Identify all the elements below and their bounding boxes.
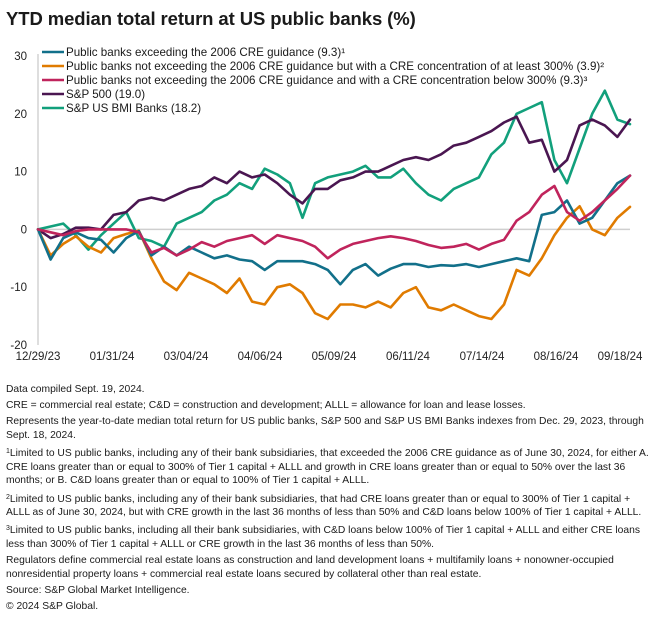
- series-line-3: [36, 174, 632, 260]
- series-line-2: [36, 205, 632, 321]
- footnote-2: 2Limited to US public banks, including a…: [6, 491, 656, 520]
- x-tick-label: 08/16/24: [534, 351, 579, 363]
- legend-label: Public banks exceeding the 2006 CRE guid…: [66, 46, 345, 59]
- legend-label: S&P US BMI Banks (18.2): [66, 102, 201, 115]
- footnote-1: 1Limited to US public banks, including a…: [6, 445, 656, 488]
- footnote-2-mark: 2: [6, 493, 10, 501]
- note-abbreviations: CRE = commercial real estate; C&D = cons…: [6, 400, 526, 412]
- y-tick-label: 10: [14, 167, 27, 179]
- x-tick-label: 09/18/24: [598, 351, 643, 363]
- footnote-1-mark: 1: [6, 448, 10, 456]
- y-tick-label: -20: [10, 340, 27, 352]
- x-tick-label: 04/06/24: [238, 351, 283, 363]
- x-axis: 12/29/23 01/31/24 03/04/24 04/06/24 05/09/24…: [16, 351, 643, 363]
- x-tick-label: 07/14/24: [460, 351, 505, 363]
- footnote-2-text: Limited to US public banks, including an…: [6, 493, 642, 519]
- footnote-3-text: Limited to US public banks, including al…: [6, 525, 640, 550]
- line-chart: 30 20 10 0 -10 -20 12/29/23 01/31/24 03/04/24 04…: [10, 46, 643, 363]
- chart-notes: Data compiled Sept. 19, 2024. CRE = comm…: [6, 383, 656, 616]
- series-line-5: [36, 89, 632, 251]
- x-tick-label: 05/09/24: [312, 351, 357, 363]
- y-axis: 30 20 10 0 -10 -20: [10, 51, 39, 352]
- x-tick-label: 12/29/23: [16, 351, 61, 363]
- x-tick-label: 06/11/24: [386, 351, 431, 363]
- legend-item: Public banks not exceeding the 2006 CRE …: [42, 60, 604, 73]
- y-tick-label: 20: [14, 109, 27, 121]
- footnote-1-text: Limited to US public banks, including an…: [6, 448, 649, 487]
- legend-label: S&P 500 (19.0): [66, 88, 145, 101]
- footnote-3-mark: 3: [6, 525, 10, 533]
- note-represents: Represents the year-to-date median total…: [6, 416, 644, 441]
- legend-item: S&P 500 (19.0): [42, 88, 145, 101]
- x-tick-label: 01/31/24: [90, 351, 135, 363]
- chart-title: YTD median total return at US public ban…: [6, 8, 416, 29]
- legend-label: Public banks not exceeding the 2006 CRE …: [66, 74, 588, 87]
- series-line-4: [36, 115, 632, 240]
- note-source: Source: S&P Global Market Intelligence.: [6, 584, 190, 596]
- legend: Public banks exceeding the 2006 CRE guid…: [42, 46, 604, 115]
- legend-item: Public banks exceeding the 2006 CRE guid…: [42, 46, 345, 59]
- note-compiled: Data compiled Sept. 19, 2024.: [6, 384, 145, 395]
- y-tick-label: 0: [21, 224, 27, 236]
- footnote-3: 3Limited to US public banks, including a…: [6, 522, 656, 551]
- note-regulators: Regulators define commercial real estate…: [6, 555, 614, 580]
- y-tick-label: 30: [14, 51, 27, 63]
- y-tick-label: -10: [10, 282, 27, 294]
- series-lines: [36, 89, 632, 321]
- note-copyright: © 2024 S&P Global.: [6, 601, 99, 613]
- legend-item: Public banks not exceeding the 2006 CRE …: [42, 74, 588, 87]
- legend-item: S&P US BMI Banks (18.2): [42, 102, 201, 115]
- x-tick-label: 03/04/24: [164, 351, 209, 363]
- legend-label: Public banks not exceeding the 2006 CRE …: [66, 60, 604, 73]
